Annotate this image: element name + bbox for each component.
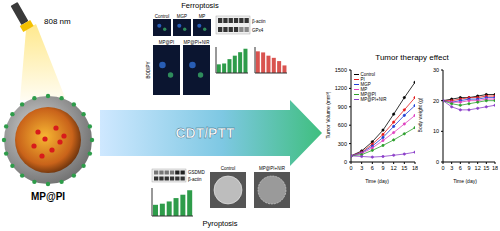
svg-text:18: 18	[412, 165, 418, 171]
svg-text:Ferroptosis: Ferroptosis	[181, 1, 219, 10]
svg-text:900: 900	[338, 104, 347, 110]
svg-text:9: 9	[381, 165, 384, 171]
svg-text:1200: 1200	[335, 85, 347, 91]
svg-text:β-actin: β-actin	[252, 19, 266, 24]
svg-text:18: 18	[492, 165, 493, 171]
svg-text:Tumor therapy effect: Tumor therapy effect	[375, 53, 449, 62]
svg-text:3: 3	[450, 165, 453, 171]
svg-text:0: 0	[441, 165, 444, 171]
svg-text:MP@PI: MP@PI	[31, 191, 65, 202]
svg-text:808 nm: 808 nm	[44, 17, 71, 26]
html-text:MP: MP	[360, 87, 368, 92]
svg-text:Control: Control	[155, 14, 170, 19]
svg-text:30: 30	[433, 67, 439, 73]
svg-text:MP: MP	[199, 14, 206, 19]
svg-text:MP@PI+NIR: MP@PI+NIR	[184, 40, 211, 45]
html-text:MP@PI: MP@PI	[360, 92, 377, 97]
svg-text:0: 0	[344, 159, 347, 165]
svg-text:9: 9	[467, 165, 470, 171]
svg-text:GSDMD: GSDMD	[188, 170, 206, 175]
html-text:MP@PI+NIR: MP@PI+NIR	[360, 97, 387, 102]
svg-text:6: 6	[371, 165, 374, 171]
svg-text:GPx4: GPx4	[252, 28, 264, 33]
svg-text:Tumor Volume (mm³): Tumor Volume (mm³)	[325, 91, 331, 138]
svg-text:10: 10	[433, 128, 439, 134]
html-text:PI: PI	[360, 77, 365, 82]
svg-text:Time (day): Time (day)	[365, 178, 389, 184]
svg-text:15: 15	[483, 165, 489, 171]
svg-text:Time (day): Time (day)	[453, 178, 477, 184]
svg-text:1500: 1500	[335, 67, 347, 73]
svg-text:6: 6	[459, 165, 462, 171]
svg-text:12: 12	[475, 165, 481, 171]
svg-text:0: 0	[436, 159, 439, 165]
svg-text:MP@PI+NIR: MP@PI+NIR	[259, 166, 286, 171]
svg-text:Body weight (g): Body weight (g)	[417, 97, 423, 132]
svg-text:Pyroptosis: Pyroptosis	[202, 219, 237, 228]
svg-text:300: 300	[338, 141, 347, 147]
svg-text:600: 600	[338, 122, 347, 128]
svg-text:Control: Control	[221, 166, 236, 171]
svg-text:12: 12	[391, 165, 397, 171]
svg-text:0: 0	[349, 165, 352, 171]
svg-text:20: 20	[433, 98, 439, 104]
svg-text:MGP: MGP	[177, 14, 187, 19]
svg-text:β-actin: β-actin	[188, 177, 202, 182]
svg-text:CDT/PTT: CDT/PTT	[175, 125, 235, 141]
html-text:MGP: MGP	[360, 82, 371, 87]
svg-text:BODIPY: BODIPY	[146, 61, 151, 78]
html-text:Control: Control	[360, 72, 375, 77]
svg-text:MP@PI: MP@PI	[159, 40, 175, 45]
svg-text:15: 15	[401, 165, 407, 171]
svg-text:3: 3	[360, 165, 363, 171]
